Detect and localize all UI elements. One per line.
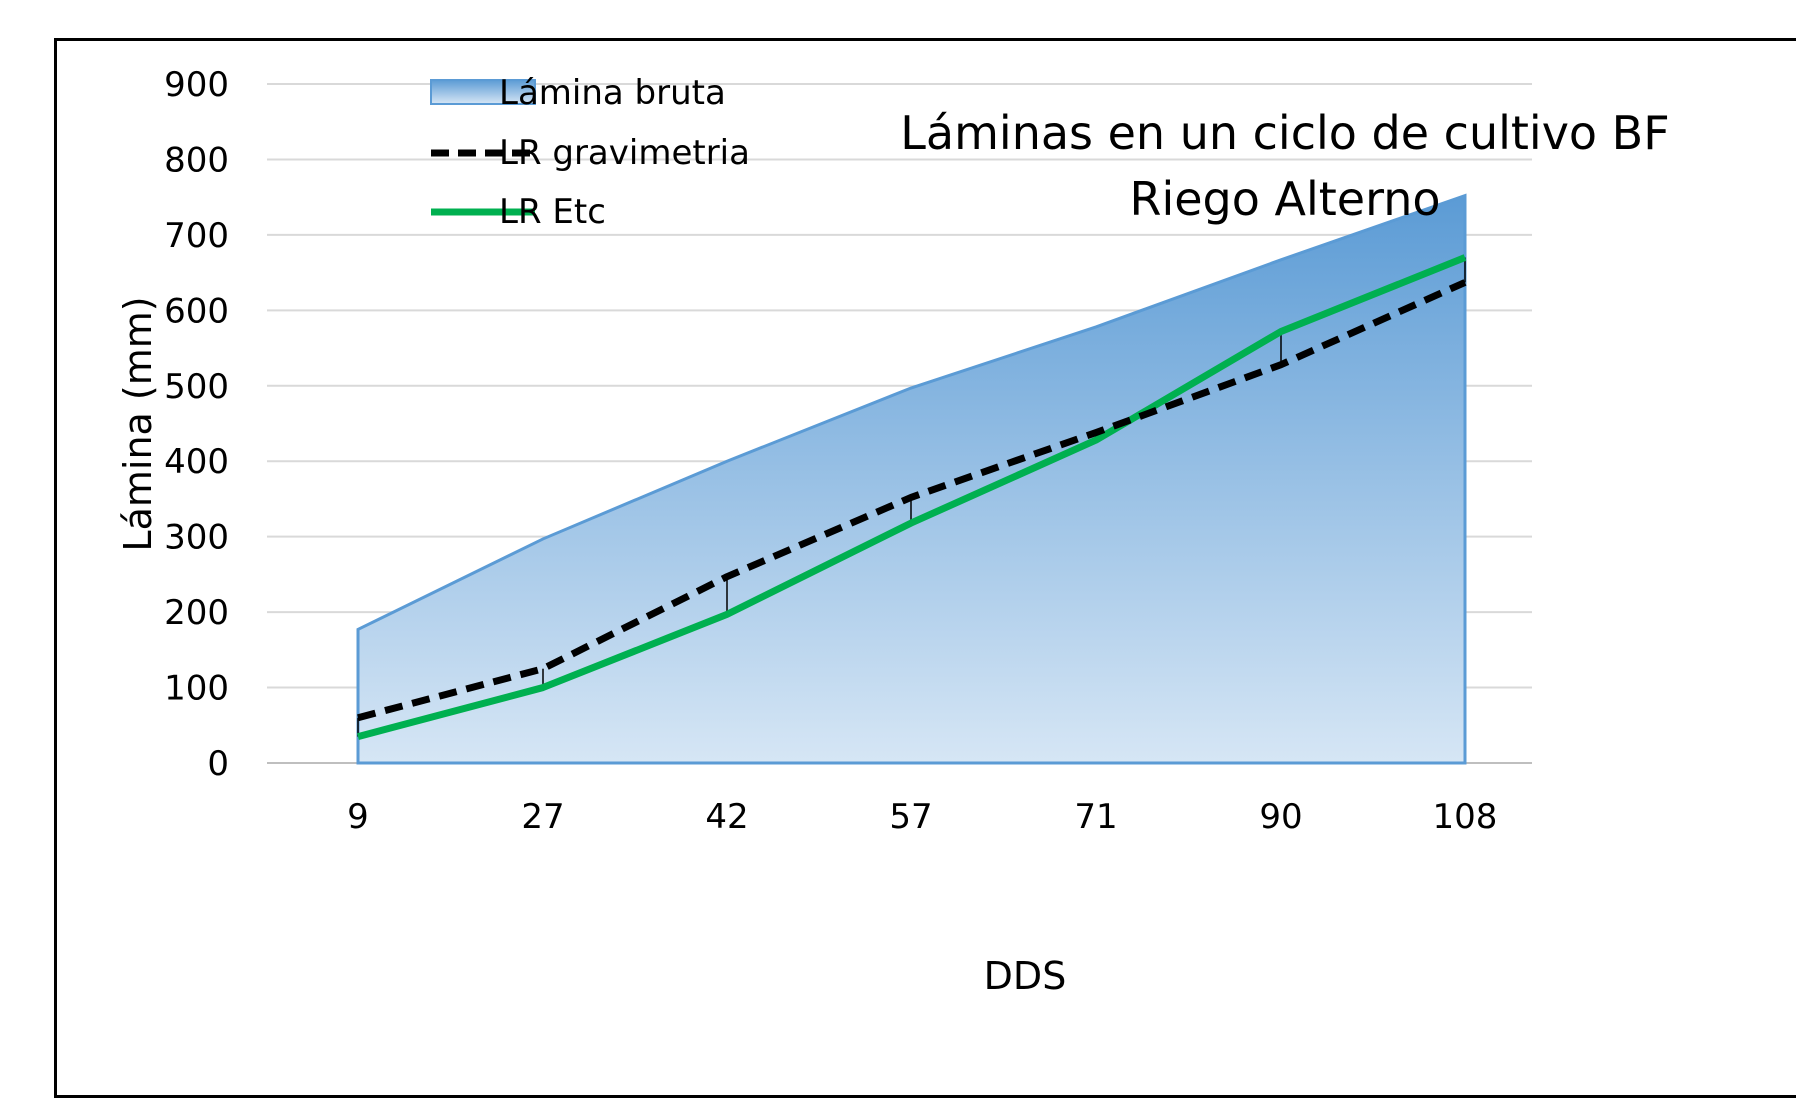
legend-label-lamina-bruta: Lámina bruta — [499, 73, 726, 113]
plot-area — [356, 193, 1467, 765]
y-tick-label-900: 900 — [164, 65, 229, 105]
chart-frame: 0 100 200 300 400 500 600 700 800 900 9 27 42 57 71 90… — [54, 38, 1796, 1098]
y-tick-label-700: 700 — [164, 216, 229, 256]
y-tick-label-500: 500 — [164, 367, 229, 407]
chart-title-line-1: Láminas en un ciclo de cultivo BF — [900, 106, 1669, 160]
x-tick-label-108: 108 — [1433, 797, 1498, 837]
y-tick-label-100: 100 — [164, 669, 229, 709]
x-tick-label-9: 9 — [347, 797, 369, 837]
x-tick-label-71: 71 — [1074, 797, 1117, 837]
x-axis-title: DDS — [984, 954, 1067, 998]
x-tick-label-57: 57 — [889, 797, 932, 837]
series-area-lamina-bruta — [356, 193, 1467, 765]
legend-label-lr-etc: LR Etc — [499, 192, 606, 232]
x-axis-ticks: 9 27 42 57 71 90 108 — [347, 797, 1497, 837]
chart-svg: 0 100 200 300 400 500 600 700 800 900 9 27 42 57 71 90… — [116, 65, 1670, 998]
series-line-lr-gravimetria — [357, 279, 1467, 722]
legend: Lámina bruta LR gravimetria LR Etc — [430, 73, 750, 232]
chart-title-line-2: Riego Alterno — [1130, 172, 1441, 226]
legend-swatch-lamina-bruta — [430, 79, 536, 105]
x-tick-label-27: 27 — [521, 797, 564, 837]
y-axis-title: Lámina (mm) — [116, 296, 160, 551]
y-tick-label-300: 300 — [164, 518, 229, 558]
series-line-lr-etc — [357, 254, 1467, 740]
y-axis-ticks: 0 100 200 300 400 500 600 700 800 900 — [164, 65, 229, 784]
y-tick-label-600: 600 — [164, 291, 229, 331]
legend-label-lr-gravimetria: LR gravimetria — [499, 133, 750, 173]
x-tick-label-42: 42 — [705, 797, 748, 837]
y-tick-label-200: 200 — [164, 593, 229, 633]
y-tick-label-0: 0 — [207, 744, 229, 784]
y-tick-label-400: 400 — [164, 442, 229, 482]
y-tick-label-800: 800 — [164, 140, 229, 180]
x-tick-label-90: 90 — [1259, 797, 1302, 837]
